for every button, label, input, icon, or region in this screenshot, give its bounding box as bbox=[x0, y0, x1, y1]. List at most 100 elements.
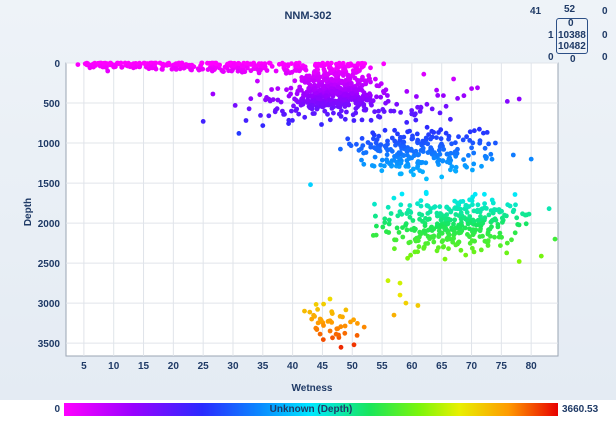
data-point bbox=[235, 68, 241, 74]
data-point bbox=[467, 226, 472, 232]
data-point bbox=[382, 216, 388, 222]
colorbar-area: 0 Unknown (Depth) 3660.53 bbox=[0, 400, 616, 443]
data-point bbox=[376, 114, 381, 119]
data-point bbox=[266, 60, 272, 66]
data-point bbox=[264, 95, 269, 100]
data-point bbox=[347, 77, 353, 82]
data-point bbox=[470, 167, 475, 173]
data-point bbox=[355, 81, 361, 87]
x-tick-label: 5 bbox=[81, 361, 87, 372]
stat-top-mid: 52 bbox=[564, 4, 576, 15]
data-point bbox=[478, 247, 484, 253]
data-point bbox=[497, 209, 502, 215]
data-point bbox=[411, 172, 416, 178]
data-point bbox=[462, 163, 468, 168]
data-point bbox=[384, 229, 389, 235]
stat-bottom-mid: 0 bbox=[570, 54, 576, 65]
data-point bbox=[284, 87, 289, 93]
data-point bbox=[449, 164, 455, 170]
data-point bbox=[480, 220, 486, 226]
colorbar-title: Unknown (Depth) bbox=[269, 404, 353, 415]
data-point bbox=[443, 225, 448, 231]
data-point bbox=[338, 324, 344, 330]
data-point bbox=[395, 131, 400, 137]
data-point bbox=[455, 96, 460, 101]
data-point bbox=[282, 62, 288, 68]
data-point bbox=[302, 114, 308, 120]
stat-mid-left: 1 bbox=[548, 30, 554, 41]
scatter-plot: 5 10 15 20 25 30 35 40 45 50 55 60 65 70 75 80 0 500 1000 1… bbox=[23, 59, 559, 394]
data-point bbox=[372, 201, 377, 207]
data-point bbox=[504, 250, 510, 256]
data-point bbox=[244, 60, 250, 66]
data-point bbox=[292, 96, 297, 102]
data-point bbox=[220, 69, 226, 74]
chart-title: NNM-302 bbox=[284, 10, 332, 22]
data-point bbox=[385, 147, 390, 153]
data-point bbox=[119, 64, 125, 70]
data-point bbox=[498, 243, 503, 249]
data-point bbox=[407, 203, 413, 208]
data-point bbox=[489, 197, 495, 203]
data-point bbox=[401, 153, 407, 159]
data-point bbox=[173, 66, 179, 72]
data-point bbox=[321, 66, 327, 72]
data-point bbox=[469, 145, 474, 151]
data-point bbox=[448, 208, 454, 214]
data-point bbox=[420, 219, 425, 224]
data-point bbox=[482, 191, 487, 197]
data-point bbox=[394, 160, 400, 165]
data-point bbox=[327, 117, 333, 123]
data-point bbox=[318, 317, 324, 323]
data-point bbox=[482, 153, 488, 159]
data-point bbox=[320, 84, 326, 90]
data-point bbox=[392, 127, 397, 133]
data-point bbox=[448, 116, 453, 122]
data-point bbox=[356, 147, 362, 153]
data-point bbox=[311, 78, 317, 84]
data-point bbox=[469, 245, 475, 251]
data-point bbox=[409, 227, 414, 233]
data-point bbox=[370, 130, 376, 136]
data-point bbox=[359, 117, 365, 123]
data-point bbox=[546, 206, 552, 212]
data-point bbox=[374, 94, 379, 100]
data-point bbox=[437, 110, 443, 116]
data-point bbox=[418, 230, 424, 236]
data-point bbox=[291, 103, 296, 109]
data-point bbox=[342, 116, 348, 122]
data-point bbox=[460, 137, 466, 143]
data-point bbox=[441, 93, 446, 98]
data-point bbox=[480, 233, 485, 239]
data-point bbox=[515, 222, 521, 227]
data-point bbox=[409, 111, 415, 117]
data-point bbox=[381, 61, 387, 67]
data-point bbox=[401, 143, 407, 149]
data-point bbox=[248, 68, 254, 74]
data-point bbox=[359, 136, 365, 141]
data-point bbox=[351, 342, 357, 348]
data-point bbox=[464, 134, 469, 140]
data-point bbox=[393, 237, 399, 243]
data-point bbox=[401, 134, 407, 140]
data-point bbox=[431, 155, 437, 161]
data-point bbox=[420, 160, 425, 165]
data-point bbox=[404, 158, 410, 163]
x-tick-label: 60 bbox=[406, 361, 418, 372]
data-point bbox=[397, 156, 402, 162]
data-point bbox=[475, 202, 481, 208]
data-point bbox=[398, 160, 404, 166]
data-point bbox=[126, 61, 132, 67]
data-point bbox=[365, 140, 371, 145]
data-point bbox=[388, 160, 393, 166]
data-point bbox=[373, 145, 379, 151]
data-point bbox=[511, 207, 517, 213]
data-point bbox=[424, 176, 429, 182]
data-point bbox=[329, 89, 335, 94]
data-point bbox=[385, 93, 390, 98]
data-point bbox=[392, 154, 397, 159]
data-point bbox=[477, 126, 482, 132]
data-point bbox=[522, 212, 528, 218]
data-point bbox=[369, 163, 375, 168]
data-point bbox=[486, 141, 491, 147]
